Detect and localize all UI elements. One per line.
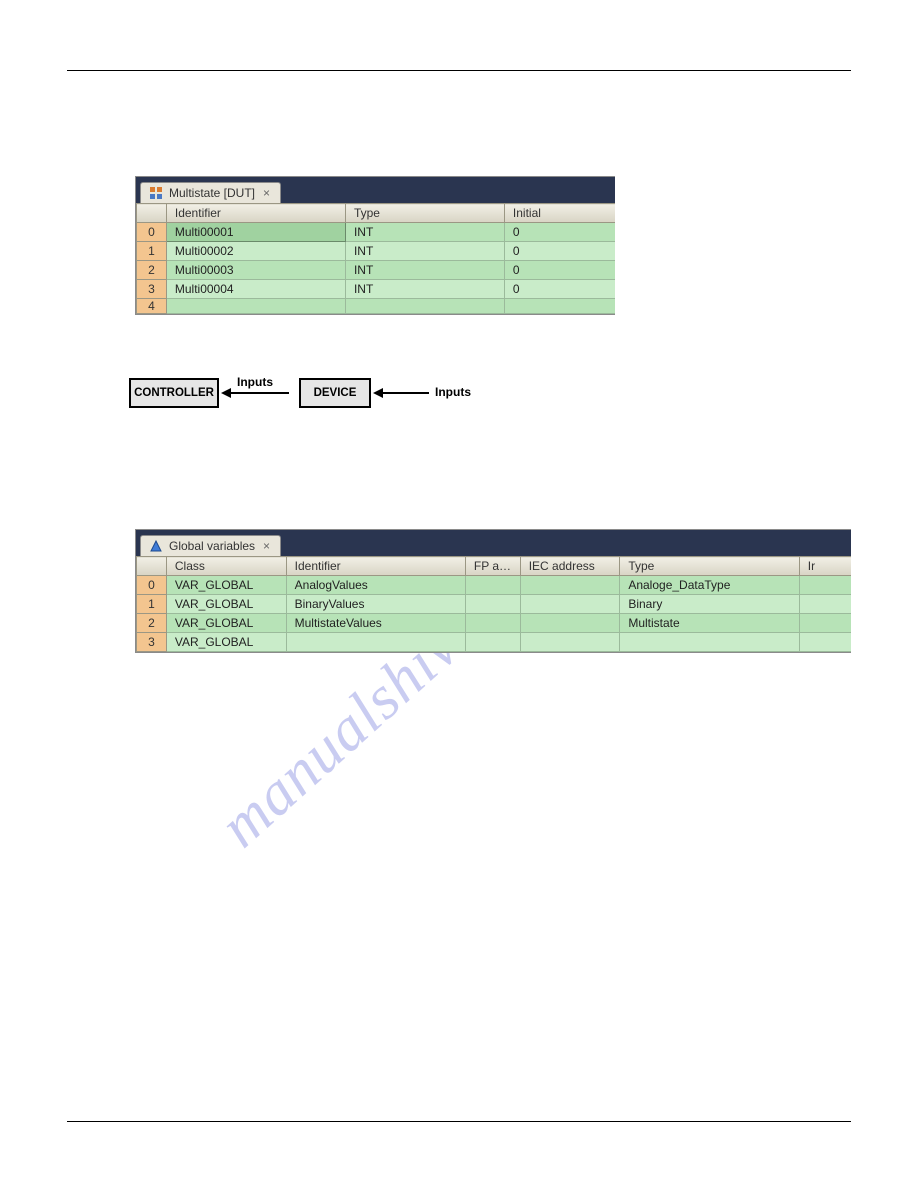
row-index: 3 — [137, 633, 167, 652]
inputs-label-2: Inputs — [435, 385, 471, 399]
corner-cell — [137, 557, 167, 576]
row-index: 3 — [137, 280, 167, 299]
table-row[interactable]: 1VAR_GLOBALBinaryValues Binary — [137, 595, 852, 614]
multistate-tabbar: Multistate [DUT] × — [136, 177, 615, 203]
col-identifier[interactable]: Identifier — [166, 204, 345, 223]
cell-initial[interactable]: 0 — [504, 280, 615, 299]
device-box: DEVICE — [299, 378, 371, 408]
cell-identifier[interactable] — [286, 633, 465, 652]
table-row[interactable]: 0Multi00001INT0 — [137, 223, 616, 242]
cell-identifier[interactable]: Multi00003 — [166, 261, 345, 280]
col-identifier[interactable]: Identifier — [286, 557, 465, 576]
table-row[interactable]: 0VAR_GLOBALAnalogValues Analoge_DataType — [137, 576, 852, 595]
cell-ir[interactable] — [799, 633, 851, 652]
struct-icon — [149, 186, 163, 200]
row-index: 2 — [137, 614, 167, 633]
controller-box: CONTROLLER — [129, 378, 219, 408]
multistate-tab[interactable]: Multistate [DUT] × — [140, 182, 281, 203]
cell-iec[interactable] — [520, 633, 620, 652]
globals-tabbar: Global variables × — [136, 530, 851, 556]
page: manualshive.com Multistate [DUT] × Ident — [0, 0, 918, 1188]
cell-initial[interactable]: 0 — [504, 223, 615, 242]
arrow-line-1 — [229, 392, 289, 394]
cell-ir[interactable] — [799, 595, 851, 614]
multistate-header-row: Identifier Type Initial — [137, 204, 616, 223]
cell-fp[interactable] — [465, 633, 520, 652]
cell-type[interactable]: INT — [345, 242, 504, 261]
multistate-panel: Multistate [DUT] × Identifier Type Initi… — [135, 176, 615, 315]
col-type[interactable]: Type — [620, 557, 799, 576]
table-row[interactable]: 3Multi00004INT0 — [137, 280, 616, 299]
cell-iec[interactable] — [520, 576, 620, 595]
cell-type[interactable] — [620, 633, 799, 652]
cell-type[interactable]: Multistate — [620, 614, 799, 633]
close-icon[interactable]: × — [261, 186, 272, 200]
table-row[interactable]: 2Multi00003INT0 — [137, 261, 616, 280]
cell-class[interactable]: VAR_GLOBAL — [166, 595, 286, 614]
table-row[interactable]: 3VAR_GLOBAL — [137, 633, 852, 652]
col-ir[interactable]: Ir — [799, 557, 851, 576]
corner-cell — [137, 204, 167, 223]
controller-device-diagram: CONTROLLER Inputs DEVICE Inputs — [129, 372, 509, 416]
inputs-label-1: Inputs — [237, 375, 273, 389]
col-type[interactable]: Type — [345, 204, 504, 223]
bottom-rule — [67, 1121, 851, 1122]
table-row[interactable]: 4 — [137, 299, 616, 314]
col-iec[interactable]: IEC address — [520, 557, 620, 576]
globals-tab[interactable]: Global variables × — [140, 535, 281, 556]
row-index: 4 — [137, 299, 167, 314]
cell-identifier[interactable]: AnalogValues — [286, 576, 465, 595]
globals-tab-label: Global variables — [169, 539, 255, 553]
globals-header-row: Class Identifier FP a… IEC address Type … — [137, 557, 852, 576]
cell-iec[interactable] — [520, 595, 620, 614]
cell-fp[interactable] — [465, 595, 520, 614]
cell-identifier[interactable]: BinaryValues — [286, 595, 465, 614]
cell-ir[interactable] — [799, 576, 851, 595]
multistate-tab-label: Multistate [DUT] — [169, 186, 255, 200]
cell-iec[interactable] — [520, 614, 620, 633]
cell-ir[interactable] — [799, 614, 851, 633]
cell-identifier[interactable]: Multi00004 — [166, 280, 345, 299]
row-index: 1 — [137, 595, 167, 614]
cell-identifier[interactable]: Multi00002 — [166, 242, 345, 261]
close-icon[interactable]: × — [261, 539, 272, 553]
globals-panel: Global variables × Class Identifier FP a… — [135, 529, 851, 653]
cell-initial[interactable] — [504, 299, 615, 314]
cell-class[interactable]: VAR_GLOBAL — [166, 633, 286, 652]
cell-type[interactable]: INT — [345, 280, 504, 299]
globals-icon — [149, 539, 163, 553]
cell-type[interactable]: Binary — [620, 595, 799, 614]
col-initial[interactable]: Initial — [504, 204, 615, 223]
cell-type[interactable]: INT — [345, 223, 504, 242]
cell-identifier[interactable] — [166, 299, 345, 314]
cell-class[interactable]: VAR_GLOBAL — [166, 614, 286, 633]
globals-table: Class Identifier FP a… IEC address Type … — [136, 556, 851, 652]
cell-type[interactable]: Analoge_DataType — [620, 576, 799, 595]
top-rule — [67, 70, 851, 71]
cell-initial[interactable]: 0 — [504, 261, 615, 280]
row-index: 2 — [137, 261, 167, 280]
multistate-table: Identifier Type Initial 0Multi00001INT01… — [136, 203, 615, 314]
table-row[interactable]: 2VAR_GLOBALMultistateValues Multistate — [137, 614, 852, 633]
arrow-line-2 — [381, 392, 429, 394]
cell-identifier[interactable]: MultistateValues — [286, 614, 465, 633]
cell-type[interactable]: INT — [345, 261, 504, 280]
row-index: 0 — [137, 223, 167, 242]
cell-class[interactable]: VAR_GLOBAL — [166, 576, 286, 595]
row-index: 1 — [137, 242, 167, 261]
col-fp[interactable]: FP a… — [465, 557, 520, 576]
row-index: 0 — [137, 576, 167, 595]
cell-initial[interactable]: 0 — [504, 242, 615, 261]
col-class[interactable]: Class — [166, 557, 286, 576]
cell-fp[interactable] — [465, 576, 520, 595]
table-row[interactable]: 1Multi00002INT0 — [137, 242, 616, 261]
cell-type[interactable] — [345, 299, 504, 314]
cell-fp[interactable] — [465, 614, 520, 633]
cell-identifier[interactable]: Multi00001 — [166, 223, 345, 242]
